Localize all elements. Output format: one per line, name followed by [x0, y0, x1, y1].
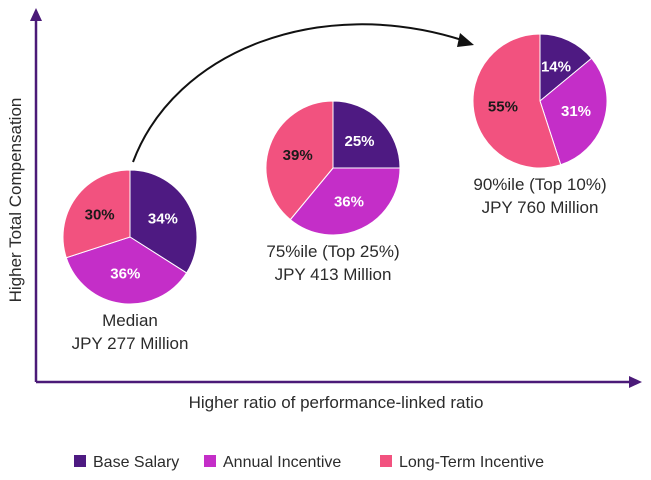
pie-3-label-long-term-incentive: 55%: [488, 98, 518, 115]
pie-1-slice-long-term-incentive: [62, 169, 131, 259]
pie-3-caption-title: 90%ile (Top 10%): [473, 175, 606, 194]
pie-1-label-base-salary: 34%: [148, 210, 178, 227]
pie-2-caption-title: 75%ile (Top 25%): [266, 242, 399, 261]
trend-arrow: [132, 23, 474, 163]
pie-3-slice-long-term-incentive: [472, 33, 562, 169]
pie-2: 25% 36% 39% 75%ile (Top 25%) JPY 413 Million: [265, 100, 401, 284]
pie-3-slice-annual-incentive: [539, 57, 608, 166]
pie-3-label-base-salary: 14%: [541, 59, 571, 76]
x-axis-arrow-icon: [629, 376, 642, 388]
pie-2-slice-long-term-incentive: [265, 100, 334, 221]
pie-2-slice-annual-incentive: [289, 167, 401, 236]
legend-label-long-term-incentive: Long-Term Incentive: [399, 454, 544, 471]
legend-label-annual-incentive: Annual Incentive: [223, 454, 341, 471]
trend-curve: [132, 23, 463, 163]
pie-1-label-long-term-incentive: 30%: [85, 206, 115, 223]
trend-arrow-head-icon: [457, 33, 474, 47]
pie-3-slice-base-salary: [539, 33, 593, 103]
pie-2-label-long-term-incentive: 39%: [283, 147, 313, 164]
legend-swatch-base-salary: [74, 455, 86, 467]
axes: [30, 8, 642, 388]
pie-1-slice-annual-incentive: [65, 236, 188, 305]
legend-swatch-annual-incentive: [204, 455, 216, 467]
pie-1-caption-title: Median: [102, 311, 158, 330]
legend-swatch-long-term-incentive: [380, 455, 392, 467]
legend-label-base-salary: Base Salary: [93, 454, 179, 471]
pie-3-caption-amount: JPY 760 Million: [482, 198, 599, 217]
pie-3-label-annual-incentive: 31%: [561, 103, 591, 120]
legend: Base Salary Annual Incentive Long-Term I…: [74, 454, 544, 471]
pie-1-label-annual-incentive: 36%: [110, 266, 140, 283]
pie-2-caption-amount: JPY 413 Million: [275, 265, 392, 284]
pie-2-label-base-salary: 25%: [345, 133, 375, 150]
pie-3: 14% 31% 55% 90%ile (Top 10%) JPY 760 Million: [472, 33, 608, 217]
pies: 34% 36% 30% Median JPY 277 Million 25% 36% 39% 7…: [62, 33, 608, 353]
pie-1: 34% 36% 30% Median JPY 277 Million: [62, 169, 198, 353]
pie-2-label-annual-incentive: 36%: [334, 193, 364, 210]
pie-2-slice-base-salary: [332, 100, 401, 169]
x-axis-label: Higher ratio of performance-linked ratio: [189, 393, 484, 412]
pie-1-caption-amount: JPY 277 Million: [72, 334, 189, 353]
y-axis-label: Higher Total Compensation: [6, 98, 25, 303]
y-axis-arrow-icon: [30, 8, 42, 21]
